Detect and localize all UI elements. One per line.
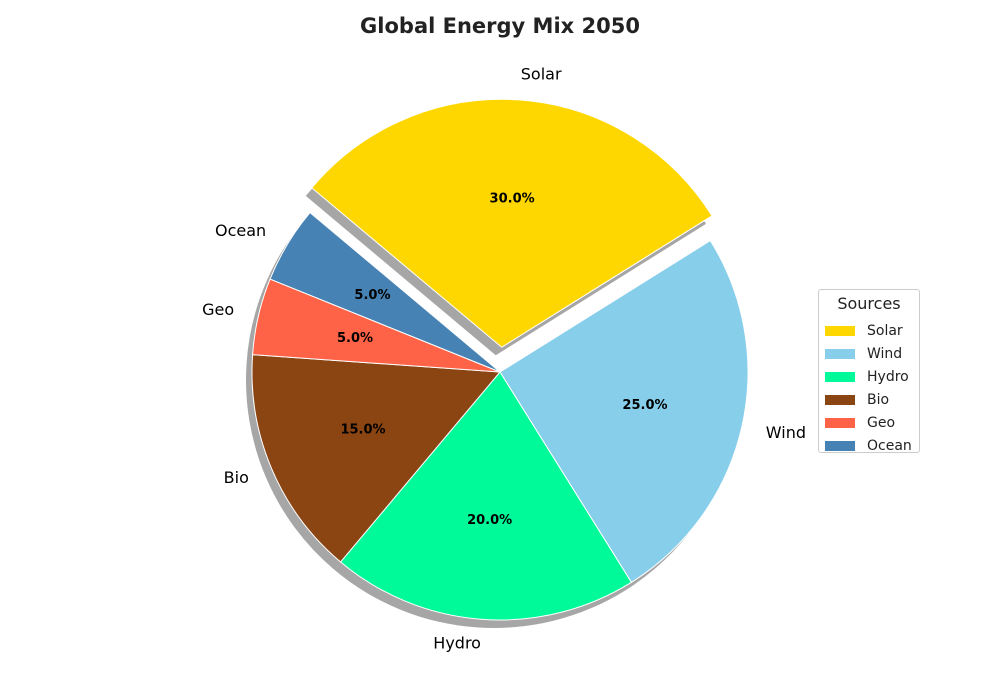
legend-item-geo: Geo xyxy=(825,411,912,434)
slice-percent-bio: 15.0% xyxy=(340,423,385,438)
pie-label-layer: Solar 30.0% Wind 25.0% Hydro 20.0% Bio 15.0% Geo… xyxy=(202,65,806,653)
pie-slice-bio xyxy=(251,354,502,563)
slice-percent-geo: 5.0% xyxy=(337,331,373,346)
pie-slice-ocean xyxy=(269,211,501,373)
legend-swatch-bio xyxy=(825,394,855,405)
slice-label-bio: Bio xyxy=(224,468,249,487)
pie-slice-wind xyxy=(499,239,749,584)
legend-swatch-ocean xyxy=(825,440,855,451)
legend-swatch-hydro xyxy=(825,371,855,382)
slice-label-hydro: Hydro xyxy=(433,634,481,653)
legend-swatch-wind xyxy=(825,348,855,359)
legend-label-ocean: Ocean xyxy=(867,437,912,454)
pie-slice-layer xyxy=(251,98,749,621)
legend-title: Sources xyxy=(837,294,901,313)
slice-label-wind: Wind xyxy=(766,423,806,442)
slice-label-solar: Solar xyxy=(521,65,562,84)
legend-item-hydro: Hydro xyxy=(825,365,912,388)
slice-percent-hydro: 20.0% xyxy=(467,513,512,528)
slice-percent-ocean: 5.0% xyxy=(354,288,390,303)
legend-item-ocean: Ocean xyxy=(825,434,912,457)
legend-item-solar: Solar xyxy=(825,319,912,342)
chart-title: Global Energy Mix 2050 xyxy=(360,14,640,38)
legend-swatch-solar xyxy=(825,325,855,336)
legend-items: Solar Wind Hydro Bio Geo Ocean xyxy=(825,319,912,457)
legend-label-solar: Solar xyxy=(867,322,903,339)
legend-item-wind: Wind xyxy=(825,342,912,365)
slice-percent-wind: 25.0% xyxy=(622,398,667,413)
legend-label-hydro: Hydro xyxy=(867,368,909,385)
legend-label-geo: Geo xyxy=(867,414,896,431)
slice-label-geo: Geo xyxy=(202,300,234,319)
legend-label-wind: Wind xyxy=(867,345,903,362)
legend-swatch-geo xyxy=(825,417,855,428)
legend: Sources Solar Wind Hydro Bio Geo Ocean xyxy=(818,289,920,454)
legend-item-bio: Bio xyxy=(825,388,912,411)
legend-label-bio: Bio xyxy=(867,391,890,408)
slice-label-ocean: Ocean xyxy=(215,221,266,240)
slice-percent-solar: 30.0% xyxy=(490,191,535,206)
pie-slice-solar xyxy=(311,98,713,348)
pie-slice-hydro xyxy=(339,371,633,621)
